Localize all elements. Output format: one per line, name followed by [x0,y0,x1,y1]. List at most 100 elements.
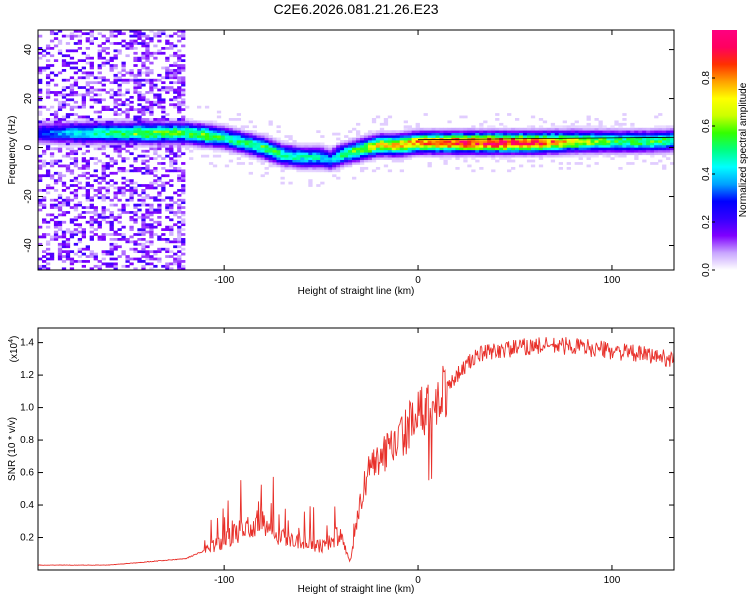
spectrogram-cell [578,140,583,143]
spectrogram-cell [101,147,106,151]
spectrogram-cell [264,157,269,160]
spectrogram-cell [526,142,532,146]
spectrogram-cell [133,166,138,170]
spectrogram-cell [427,140,432,143]
spectrogram-cell [630,147,635,151]
spectrogram-cell [173,76,178,80]
spectrogram-cell [487,130,492,134]
spectrogram-cell [570,137,575,141]
spectrogram-cell [455,132,460,136]
spectrogram-cell [530,142,536,146]
spectrogram-cell [41,264,47,268]
spectrogram-cell [197,120,202,124]
spectrogram-cell [411,152,416,156]
spectrogram-cell [268,122,273,126]
spectrogram-cell [634,152,639,156]
spectrogram-cell [387,137,393,141]
spectrogram-cell [395,159,401,163]
spectrogram-cell [670,135,674,138]
spectrogram-cell [133,181,138,185]
spectrogram-cell [236,113,242,116]
spectrogram-y-tick-label: -20 [23,189,34,204]
spectrogram-cell [69,93,75,97]
spectrogram-cell [57,164,63,168]
spectrogram-cell [340,157,345,160]
spectrogram-x-tick-label: 0 [415,275,421,286]
spectrogram-cell [133,46,138,50]
spectrogram-cell [348,137,353,141]
spectrogram-cell [578,154,583,158]
spectrogram-cell [77,120,83,124]
spectrogram-cell [97,181,102,185]
spectrogram-cell [165,127,170,131]
spectrogram-cell [165,149,170,153]
spectrogram-cell [65,130,71,134]
spectrogram-cell [443,137,448,141]
spectrogram-cell [85,118,90,121]
spectrogram-cell [77,115,83,119]
spectrogram-cell [133,120,138,124]
spectrogram-cell [662,149,667,153]
spectrogram-cell [459,130,464,134]
spectrogram-cell [38,166,43,170]
spectrogram-cell [57,225,63,229]
spectrogram-cell [181,54,186,58]
spectrogram-cell [73,164,79,168]
spectrogram-cell [89,61,94,65]
spectrogram-cell [308,154,313,158]
spectrogram-cell [177,108,182,111]
spectrogram-cell [165,142,170,146]
spectrogram-cell [61,86,67,89]
spectrogram-cell [73,137,79,141]
spectrogram-cell [165,86,170,89]
spectrogram-cell [89,125,94,129]
spectrogram-cell [363,147,369,151]
spectrogram-cell [515,127,520,131]
spectrogram-cell [189,127,194,131]
spectrogram-cell [133,81,138,85]
spectrogram-cell [181,88,186,92]
spectrogram-cell [109,238,114,241]
spectrogram-cell [328,159,333,163]
spectrogram-cell [463,127,468,131]
spectrogram-cell [65,78,71,82]
spectrogram-cell [49,218,55,222]
spectrogram-cell [125,184,130,187]
spectrogram-cell [165,247,170,251]
spectrogram-cell [77,125,83,129]
spectrogram-cell [598,142,603,146]
spectrogram-cell [89,66,94,70]
spectrogram-cell [113,118,118,121]
spectrogram-cell [125,260,130,263]
spectrogram-cell [141,250,146,254]
spectrogram-cell [53,44,59,48]
spectrogram-cell [411,154,416,158]
spectrogram-cell [610,152,615,156]
spectrogram-cell [113,159,118,163]
spectrogram-cell [538,142,544,146]
spectrogram-cell [181,218,186,222]
spectrogram-cell [41,49,47,53]
spectrogram-cell [383,154,389,158]
spectrogram-cell [85,247,90,251]
spectrogram-cell [169,152,174,156]
spectrogram-cell [479,142,484,146]
spectrogram-cell [49,186,55,190]
spectrogram-cell [618,127,623,131]
spectrogram-cell [336,132,341,136]
spectrogram-cell [403,130,408,134]
spectrogram-cell [93,206,98,209]
spectrogram-cell [574,152,579,156]
spectrogram-cell [125,140,130,143]
spectrogram-cell [53,127,59,131]
spectrogram-cell [383,142,389,146]
spectrogram-cell [38,110,43,114]
spectrogram-cell [109,171,114,175]
spectrogram-cell [141,140,146,143]
spectrogram-cell [530,140,536,143]
spectrogram-cell [407,130,412,134]
spectrogram-cell [626,135,631,138]
spectrogram-cell [515,152,520,156]
spectrogram-cell [121,208,126,212]
spectrogram-cell [73,120,79,124]
